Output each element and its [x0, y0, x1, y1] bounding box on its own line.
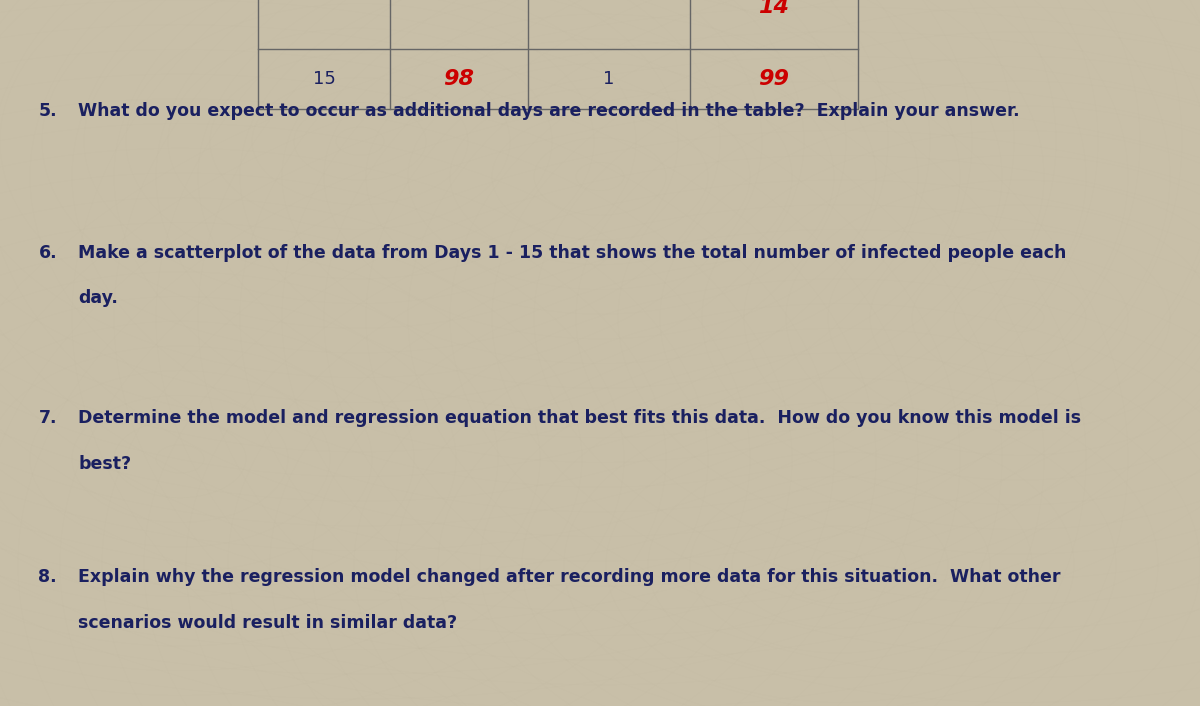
- Text: 98: 98: [444, 69, 474, 90]
- Text: scenarios would result in similar data?: scenarios would result in similar data?: [78, 614, 457, 632]
- Text: 8.: 8.: [38, 568, 58, 586]
- Text: 6.: 6.: [38, 244, 58, 261]
- Text: day.: day.: [78, 289, 118, 307]
- Text: 15: 15: [312, 71, 336, 88]
- Text: Determine the model and regression equation that best fits this data.  How do yo: Determine the model and regression equat…: [78, 409, 1081, 427]
- Text: What do you expect to occur as additional days are recorded in the table?  Expla: What do you expect to occur as additiona…: [78, 102, 1020, 120]
- Bar: [258, 0, 858, 109]
- Text: 5.: 5.: [38, 102, 58, 120]
- Text: 7.: 7.: [38, 409, 56, 427]
- Text: Make a scatterplot of the data from Days 1 - 15 that shows the total number of i: Make a scatterplot of the data from Days…: [78, 244, 1067, 261]
- Text: 99: 99: [758, 69, 790, 90]
- Text: best?: best?: [78, 455, 131, 473]
- Text: 1: 1: [604, 71, 614, 88]
- Text: 14: 14: [758, 0, 790, 17]
- Text: Explain why the regression model changed after recording more data for this situ: Explain why the regression model changed…: [78, 568, 1061, 586]
